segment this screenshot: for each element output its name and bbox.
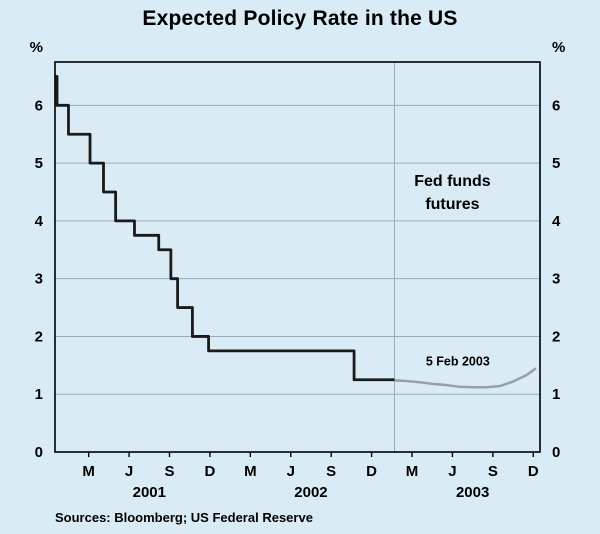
y-axis-label-right-4: 4 <box>552 213 561 230</box>
y-axis-label-right-5: 5 <box>552 155 560 172</box>
y-axis-label-right-6: 6 <box>552 97 560 114</box>
y-axis-label-right-1: 1 <box>552 386 560 403</box>
expected-policy-rate-line <box>55 75 395 382</box>
y-axis-label-left-5: 5 <box>35 155 43 172</box>
x-year-label-2001: 2001 <box>133 484 166 501</box>
x-tick-label-4: M <box>244 463 257 480</box>
fed-funds-futures-label: Fed funds <box>414 173 491 190</box>
x-year-label-2002: 2002 <box>294 484 327 501</box>
y-unit-left: % <box>30 39 43 56</box>
y-axis-label-left-6: 6 <box>35 97 43 114</box>
plot-frame <box>54 61 541 453</box>
x-tick-label-0: M <box>82 463 95 480</box>
y-axis-label-right-2: 2 <box>552 328 560 345</box>
y-axis-label-left-4: 4 <box>35 213 44 230</box>
y-axis-label-left-3: 3 <box>35 271 43 288</box>
x-tick-label-2: S <box>165 463 175 480</box>
y-axis-label-left-1: 1 <box>35 386 43 403</box>
x-tick-label-3: D <box>205 463 216 480</box>
y-axis-label-right-3: 3 <box>552 271 560 288</box>
x-tick-label-11: D <box>528 463 539 480</box>
x-tick-label-7: D <box>366 463 377 480</box>
fed-funds-futures-line <box>394 367 537 389</box>
date-label: 5 Feb 2003 <box>426 354 490 368</box>
chart-sources: Sources: Bloomberg; US Federal Reserve <box>55 510 313 525</box>
x-tick-label-5: J <box>287 463 295 480</box>
x-tick-label-9: J <box>448 463 456 480</box>
x-tick-label-1: J <box>125 463 133 480</box>
chart-title: Expected Policy Rate in the US <box>142 7 458 30</box>
x-tick-label-10: S <box>488 463 498 480</box>
y-axis-label-left-2: 2 <box>35 328 43 345</box>
fed-funds-futures-label: futures <box>425 196 479 213</box>
x-year-label-2003: 2003 <box>456 484 489 501</box>
y-axis-label-right-0: 0 <box>552 444 560 461</box>
y-axis-label-left-0: 0 <box>35 444 43 461</box>
x-tick-label-8: M <box>406 463 419 480</box>
x-tick-label-6: S <box>326 463 336 480</box>
y-unit-right: % <box>552 39 565 56</box>
